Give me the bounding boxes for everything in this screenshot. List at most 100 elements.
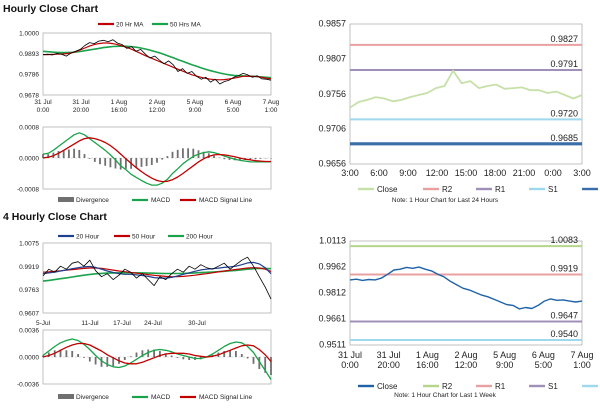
y-tick-label: 1.0075 — [19, 241, 39, 248]
divergence-bar — [77, 354, 79, 357]
y-tick-label: 0.9656 — [318, 159, 346, 169]
divergence-bar — [83, 357, 85, 358]
x-tick-label: 5:00 — [535, 360, 553, 370]
divergence-bar — [112, 357, 115, 366]
legend-label: MACD — [151, 394, 170, 401]
legend-label: R1 — [495, 185, 506, 194]
divergence-bar — [42, 355, 44, 357]
divergence-bar — [42, 154, 44, 158]
x-tick-label: 2 Aug — [454, 350, 477, 360]
four-hourly-price-frame — [42, 242, 272, 314]
divergence-bar — [166, 156, 169, 158]
divergence-bar — [119, 158, 122, 170]
x-tick-label: 20:00 — [377, 360, 400, 370]
divergence-bar — [62, 150, 65, 159]
divergence-bar — [240, 354, 243, 357]
divergence-bar — [258, 357, 261, 369]
divergence-bar — [65, 350, 68, 358]
divergence-bar — [114, 158, 117, 169]
divergence-bar — [223, 158, 226, 160]
divergence-bar — [100, 357, 103, 367]
y-tick-label: 0.9706 — [318, 124, 346, 134]
y-tick-label: 1.0113 — [319, 236, 346, 246]
divergence-bar — [129, 356, 132, 358]
legend-label: MACD Signal Line — [199, 394, 252, 401]
divergence-bar — [99, 158, 101, 165]
divergence-bar — [140, 158, 143, 167]
y-tick-label: 0.0000 — [19, 156, 39, 163]
legend-label: Divergence — [76, 394, 109, 401]
legend-label: R2 — [442, 185, 453, 194]
divergence-bar — [239, 158, 241, 161]
macd-line — [42, 132, 271, 186]
x-tick-label: 3:00 — [341, 168, 359, 178]
x-tick-label: 16:00 — [416, 360, 439, 370]
divergence-bar — [94, 357, 97, 365]
y-tick-label: 0.9607 — [19, 311, 39, 318]
divergence-bar — [213, 155, 215, 158]
x-tick-label: 24-Jul — [144, 320, 162, 327]
x-tick-label: 15:00 — [455, 168, 478, 178]
x-tick-label: 5 Aug — [493, 350, 516, 360]
signal-line — [42, 137, 271, 183]
y-tick-label: 0.9756 — [318, 89, 346, 99]
y-tick-label: -0.0008 — [17, 187, 39, 194]
legend-label: 50 Hour — [132, 234, 156, 241]
divergence-bar — [141, 350, 144, 358]
level-label-r2: 1.0083 — [550, 235, 578, 245]
x-tick-label: 31 Jul — [34, 99, 52, 106]
y-tick-label: 0.9786 — [19, 72, 39, 79]
y-tick-label: 0.9857 — [318, 19, 346, 29]
divergence-bar — [202, 151, 205, 158]
divergence-bar — [159, 351, 161, 357]
x-tick-label: 1 Aug — [111, 99, 128, 106]
level-label-s2: 0.9685 — [550, 133, 578, 143]
ma50-line — [42, 267, 272, 278]
close-line — [349, 69, 583, 109]
divergence-bar — [88, 158, 91, 159]
x-tick-label: 7 Aug — [263, 99, 280, 106]
divergence-bar — [104, 158, 107, 166]
x-tick-label: 3:00 — [573, 168, 591, 178]
x-tick-label: 17-Jul — [113, 320, 131, 327]
divergence-bar — [228, 158, 231, 160]
x-tick-label: 18:00 — [484, 168, 507, 178]
ma50-line — [42, 45, 272, 79]
legend-swatch-divergence — [58, 197, 74, 202]
legend-label: Close — [377, 185, 398, 194]
level-label-s1: 0.9647 — [550, 311, 578, 321]
x-tick-label: 30-Jul — [188, 320, 206, 327]
x-tick-label: 6 Aug — [225, 99, 242, 106]
x-tick-label: 16:00 — [111, 107, 128, 114]
y-tick-label: 0.9661 — [318, 314, 346, 324]
divergence-bar — [235, 351, 237, 357]
levels-frame — [349, 23, 583, 165]
divergence-bar — [171, 151, 174, 158]
divergence-bar — [161, 158, 164, 160]
level-label-r2: 0.9827 — [550, 34, 578, 44]
divergence-bar — [83, 154, 86, 158]
y-tick-label: 0.9893 — [19, 51, 39, 58]
divergence-bar — [88, 357, 91, 362]
divergence-bar — [59, 349, 62, 357]
divergence-bar — [47, 154, 50, 158]
x-tick-label: 0:00 — [544, 168, 562, 178]
divergence-bar — [249, 158, 252, 160]
y-tick-label: 0.9962 — [318, 262, 346, 272]
divergence-bar — [270, 357, 272, 375]
legend-swatch-divergence — [58, 394, 74, 399]
divergence-bar — [170, 355, 173, 357]
divergence-bar — [135, 158, 138, 168]
divergence-bar — [73, 148, 75, 158]
x-tick-label: 7 Aug — [570, 350, 593, 360]
divergence-bar — [109, 158, 112, 168]
hourly-price-frame — [42, 32, 272, 96]
divergence-bar — [188, 357, 191, 360]
y-tick-label: -0.0036 — [17, 382, 39, 389]
divergence-bar — [246, 357, 249, 359]
macd-line — [42, 338, 272, 380]
x-tick-label: 12:00 — [149, 107, 166, 114]
legend-label: 20 Hour — [76, 234, 100, 241]
